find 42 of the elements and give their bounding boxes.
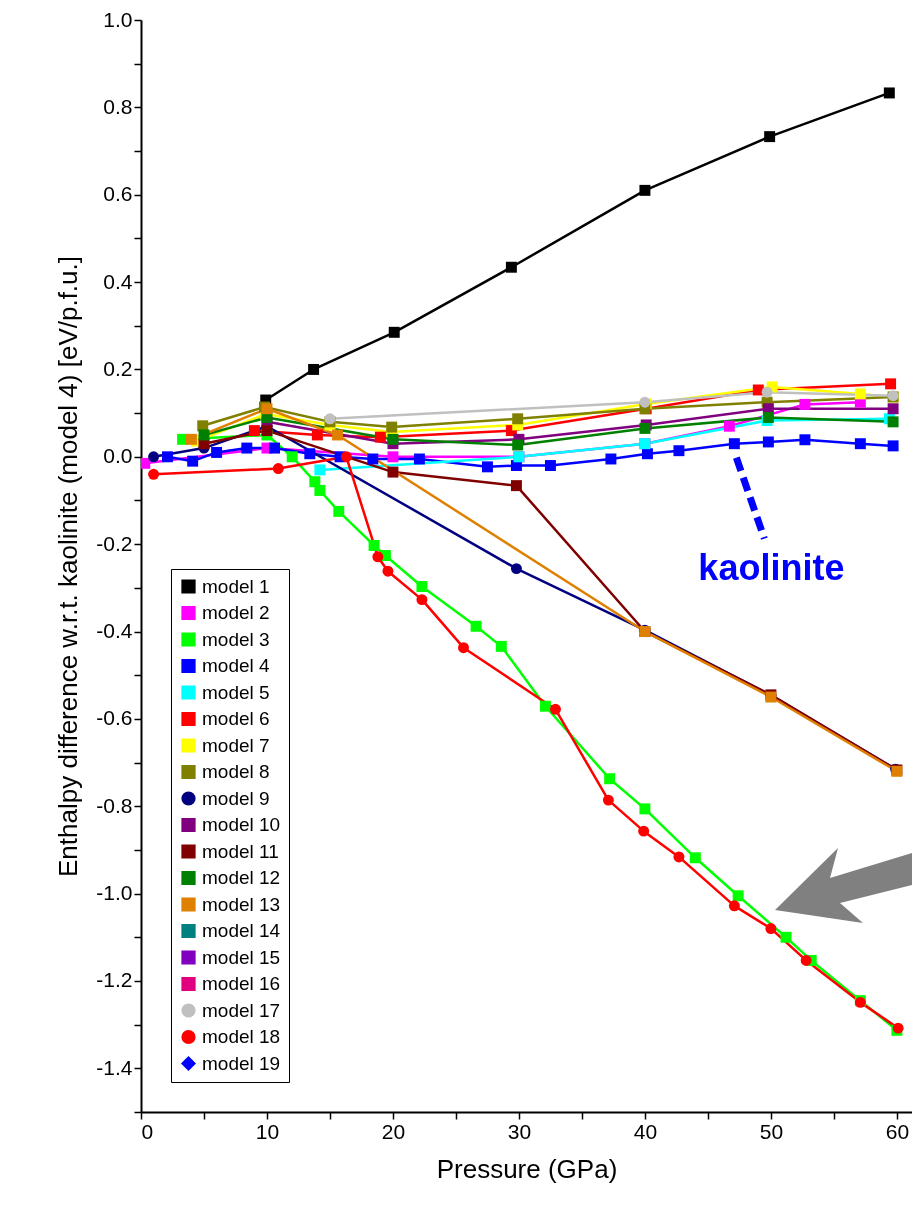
legend-label: model 15 xyxy=(202,946,281,968)
legend-label: model 14 xyxy=(202,920,281,941)
legend-label: model 7 xyxy=(202,734,270,756)
legend-label: model 8 xyxy=(202,761,270,782)
legend-label: model 18 xyxy=(202,1026,281,1047)
legend-label: model 13 xyxy=(202,893,281,915)
y-tick-label: -1.2 xyxy=(96,968,133,992)
y-axis-title: Enthalpy difference w.r.t. kaolinite (model 4) [eV/p.f.u.] xyxy=(53,256,84,877)
x-tick-label: 20 xyxy=(381,1119,406,1143)
legend-label: model 3 xyxy=(202,628,270,650)
legend-label: model 5 xyxy=(202,681,270,703)
x-tick-label: 10 xyxy=(255,1119,280,1143)
x-axis-title: Pressure (GPa) xyxy=(436,1153,618,1184)
legend-label: model 6 xyxy=(202,708,270,729)
x-tick-label: 30 xyxy=(507,1119,532,1143)
legend-label: model 16 xyxy=(202,973,281,994)
y-tick-label: 0.2 xyxy=(103,356,133,380)
x-tick-label: 0 xyxy=(141,1119,154,1143)
y-tick-label: -0.8 xyxy=(96,793,133,817)
legend-label: model 4 xyxy=(202,655,271,676)
legend-label: model 11 xyxy=(202,840,279,862)
x-tick-label: 60 xyxy=(885,1119,910,1143)
y-tick-label: 0.0 xyxy=(103,444,133,468)
y-tick-label: 0.4 xyxy=(103,269,133,293)
y-tick-label: 0.6 xyxy=(103,182,133,206)
y-tick-label: -0.4 xyxy=(96,619,133,643)
y-tick-label: 1.0 xyxy=(103,7,133,31)
legend-label: model 2 xyxy=(202,602,270,623)
y-tick-label: -0.6 xyxy=(96,706,133,730)
y-tick-label: -0.2 xyxy=(96,531,133,555)
legend-label: model 10 xyxy=(202,814,281,835)
legend-label: model 1 xyxy=(202,575,270,597)
y-tick-label: -1.4 xyxy=(96,1055,133,1079)
y-tick-label: 0.8 xyxy=(103,94,133,118)
annotation: kaolinite xyxy=(698,546,845,588)
legend-label: model 19 xyxy=(202,1052,281,1074)
legend-label: model 9 xyxy=(202,787,270,809)
y-tick-label: -1.0 xyxy=(96,881,133,905)
legend-label: model 12 xyxy=(202,867,281,888)
x-tick-label: 50 xyxy=(759,1119,784,1143)
x-tick-label: 40 xyxy=(633,1119,658,1143)
legend-label: model 17 xyxy=(202,999,281,1021)
